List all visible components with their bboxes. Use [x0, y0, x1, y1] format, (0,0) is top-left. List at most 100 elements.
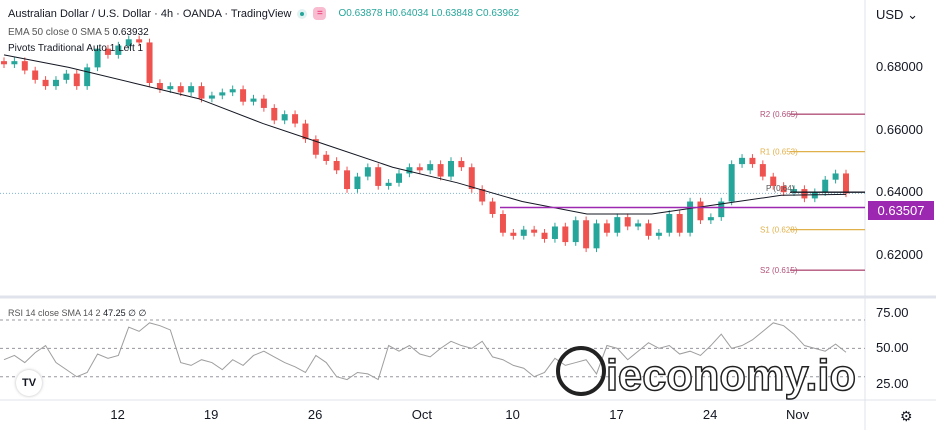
candle-body: [11, 61, 18, 65]
currency-label: USD: [876, 7, 904, 22]
candle-body: [84, 67, 91, 87]
candle-body: [562, 226, 569, 243]
candle-body: [832, 173, 839, 180]
candle-body: [354, 176, 361, 190]
time-tick-label: 26: [307, 407, 323, 422]
candle-body: [188, 86, 195, 93]
time-tick-label: 10: [505, 407, 520, 422]
candle-body: [645, 223, 652, 236]
candle-body: [42, 79, 49, 87]
candle-body: [312, 139, 319, 155]
ema-value: 0.63932: [112, 27, 149, 38]
ema-legend[interactable]: EMA 50 close 0 SMA 5 0.63932: [8, 27, 149, 38]
price-tick-label: 0.68000: [876, 59, 923, 75]
candle-body: [406, 167, 413, 174]
candle-body: [791, 189, 798, 193]
candle-body: [458, 160, 465, 168]
settings-icon[interactable]: ⚙: [900, 408, 913, 424]
candle-body: [728, 164, 735, 202]
candle-body: [323, 154, 330, 161]
pivots-legend[interactable]: Pivots Traditional Auto 1 Left 1: [8, 43, 144, 54]
candle-body: [177, 86, 184, 93]
candle-body: [614, 217, 621, 233]
candle-body: [146, 42, 153, 83]
ohlc-values: O0.63878 H0.64034 L0.63848 C0.63962: [338, 8, 520, 19]
candle-body: [271, 107, 278, 121]
pivot-label-r1: R1 (0.653): [760, 148, 798, 157]
time-tick-label: 17: [609, 407, 624, 422]
candle-body: [697, 201, 704, 221]
currency-selector[interactable]: USD ⌄: [876, 7, 918, 23]
candle-body: [739, 157, 746, 165]
candle-body: [843, 173, 849, 194]
ema-label: EMA 50 close 0 SMA 5: [8, 27, 110, 38]
ieconomy-logo-icon: [556, 346, 606, 396]
candle-body: [499, 214, 506, 233]
candle-body: [1, 61, 7, 65]
rsi-tick-label: 50.00: [876, 340, 909, 356]
candle-body: [655, 232, 662, 236]
rsi-legend[interactable]: RSI 14 close SMA 14 2 47.25 ∅ ∅: [8, 308, 146, 319]
candle-body: [479, 189, 486, 202]
candle-body: [666, 214, 673, 233]
candle-body: [364, 167, 371, 177]
candle-body: [437, 164, 444, 177]
rsi-value: 47.25 ∅ ∅: [103, 308, 147, 318]
candle-body: [541, 232, 548, 239]
candle-body: [208, 95, 215, 99]
candle-body: [281, 114, 288, 121]
candle-body: [115, 45, 122, 55]
candle-body: [292, 114, 299, 124]
candle-body: [240, 89, 247, 102]
candle-body: [385, 182, 392, 186]
candle-body: [63, 73, 70, 80]
candle-body: [624, 217, 631, 227]
candle-body: [302, 123, 309, 140]
candle-body: [489, 201, 496, 215]
candle-body: [822, 179, 829, 193]
candle-body: [104, 48, 111, 55]
candle-body: [94, 48, 101, 68]
watermark: ieconomy.io: [606, 351, 856, 400]
candle-body: [136, 39, 143, 43]
time-tick-label: 19: [203, 407, 219, 422]
candle-body: [73, 73, 80, 87]
candle-body: [344, 170, 351, 190]
tradingview-logo[interactable]: TV: [16, 370, 42, 396]
chart-header: Australian Dollar / U.S. Dollar · 4h · O…: [8, 7, 519, 20]
candle-body: [250, 98, 257, 102]
candle-body: [260, 98, 267, 108]
rsi-line: [3, 322, 847, 381]
candle-body: [780, 185, 787, 193]
symbol-title[interactable]: Australian Dollar / U.S. Dollar · 4h · O…: [8, 7, 292, 20]
candle-body: [531, 229, 538, 233]
candle-body: [21, 61, 28, 71]
time-tick-label: Nov: [786, 407, 810, 422]
candle-body: [687, 201, 694, 233]
candle-body: [749, 157, 756, 165]
pivot-label-s1: S1 (0.628): [760, 226, 798, 235]
candle-body: [572, 220, 579, 243]
price-tick-label: 0.64000: [876, 184, 923, 200]
candle-body: [718, 201, 725, 218]
pivot-label-p: P (0.64): [766, 184, 795, 193]
equals-icon[interactable]: =: [313, 7, 327, 20]
candle-body: [198, 86, 205, 99]
rsi-tick-label: 75.00: [876, 304, 909, 320]
candle-body: [759, 164, 766, 177]
candle-body: [551, 226, 558, 239]
time-tick-label: 24: [702, 407, 718, 422]
candle-body: [447, 160, 454, 177]
candle-body: [396, 173, 403, 183]
candle-body: [52, 79, 59, 87]
market-status-icon: [297, 8, 308, 19]
pivot-label-s2: S2 (0.615): [760, 266, 798, 275]
candle-body: [801, 189, 808, 199]
candle-body: [156, 82, 163, 90]
candle-body: [416, 167, 423, 171]
candle-body: [635, 223, 642, 227]
candle-body: [167, 86, 174, 90]
candle-body: [510, 232, 517, 236]
